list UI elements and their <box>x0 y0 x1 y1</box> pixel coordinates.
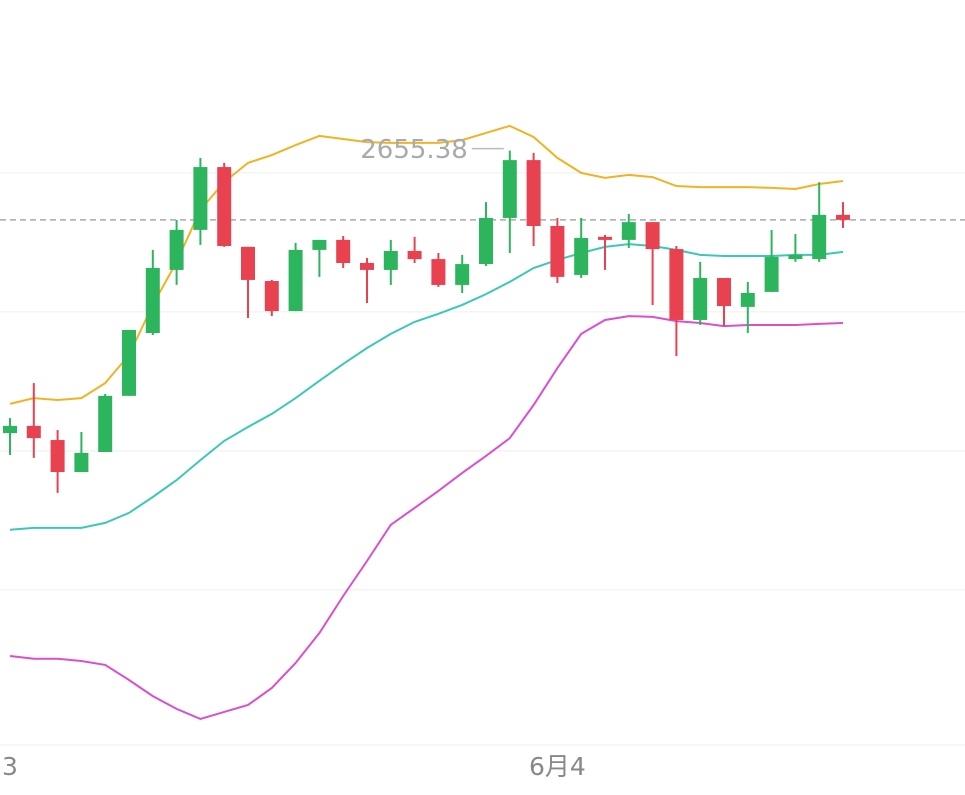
candle-body <box>574 237 589 275</box>
candle-body <box>836 214 850 220</box>
band-line <box>9 243 844 531</box>
x-tick-label: 6月4 <box>529 752 586 781</box>
candle-body <box>479 217 493 265</box>
candle-body <box>621 222 636 240</box>
candle-body <box>717 277 731 307</box>
candle-body <box>788 254 803 260</box>
candle-body <box>598 236 612 240</box>
candle-body <box>407 251 422 260</box>
candle-body <box>3 425 17 434</box>
candle-body <box>764 256 779 292</box>
candle-body <box>336 239 351 263</box>
candle-body <box>50 440 65 473</box>
candle-body <box>693 277 708 320</box>
candle-body <box>312 239 327 250</box>
candle-body <box>360 262 374 270</box>
max-price-label: 2655.38 <box>360 135 468 165</box>
candle-body <box>812 214 827 260</box>
candle-body <box>74 452 89 473</box>
candle-body <box>526 160 541 227</box>
candle-body <box>288 249 303 312</box>
candle-body <box>645 222 660 250</box>
candle-body <box>550 226 565 277</box>
candle-body <box>169 229 184 270</box>
candle-body <box>26 425 41 439</box>
candle-body <box>98 395 113 453</box>
candle-body <box>431 259 446 285</box>
x-tick-label: 3 <box>2 752 18 781</box>
candle-body <box>740 292 755 307</box>
candle-body <box>383 251 398 270</box>
candle-body <box>502 160 517 218</box>
candle-body <box>669 249 684 320</box>
candle-body <box>264 281 279 312</box>
candle-body <box>217 167 232 247</box>
candle-body <box>455 264 470 285</box>
candle-body <box>241 246 255 280</box>
candle-body <box>122 329 136 396</box>
candle-body <box>145 267 160 334</box>
candle-body <box>193 167 208 230</box>
band-line <box>9 315 844 720</box>
